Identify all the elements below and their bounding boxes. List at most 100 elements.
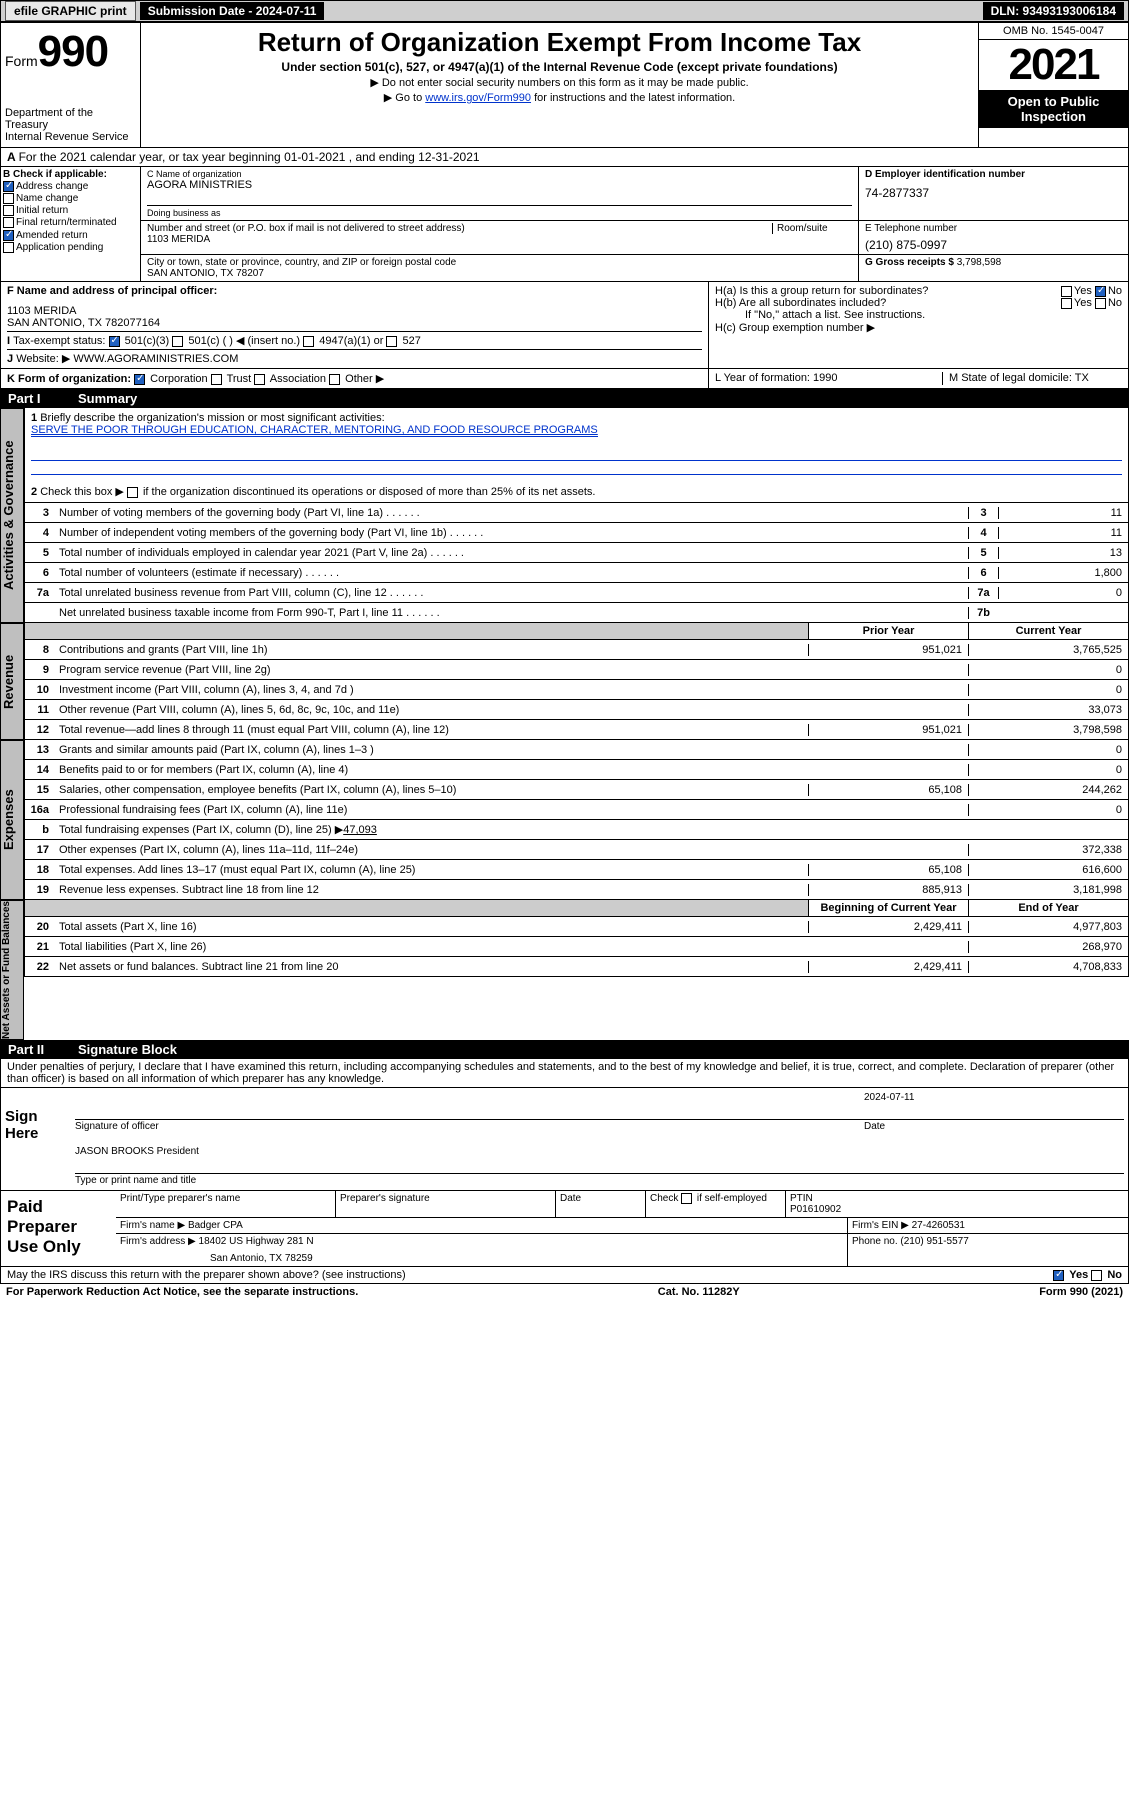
- cb-other[interactable]: [329, 374, 340, 385]
- firm-addr-label: Firm's address ▶: [120, 1236, 196, 1247]
- row-a-tax-year: A For the 2021 calendar year, or tax yea…: [0, 148, 1129, 167]
- gross-value: 3,798,598: [957, 257, 1002, 268]
- line-10: Investment income (Part VIII, column (A)…: [55, 682, 808, 698]
- e21: 268,970: [968, 941, 1128, 953]
- sig-date: 2024-07-11: [864, 1092, 1124, 1103]
- line-9: Program service revenue (Part VIII, line…: [55, 662, 808, 678]
- col-begin: Beginning of Current Year: [808, 900, 968, 916]
- box-b: B Check if applicable: Address change Na…: [1, 167, 141, 281]
- cb-ha-no[interactable]: [1095, 286, 1106, 297]
- dln: DLN: 93493193006184: [983, 2, 1124, 20]
- c9: 0: [968, 664, 1128, 676]
- cb-initial[interactable]: [3, 205, 14, 216]
- dept-irs: Internal Revenue Service: [5, 131, 136, 143]
- inspection-2: Inspection: [983, 109, 1124, 124]
- cb-501c[interactable]: [172, 336, 183, 347]
- col-end: End of Year: [968, 900, 1128, 916]
- form-subtitle: Under section 501(c), 527, or 4947(a)(1)…: [145, 60, 974, 74]
- self-emp-label: Check if self-employed: [646, 1191, 786, 1217]
- line-7b: Net unrelated business taxable income fr…: [55, 605, 968, 621]
- c18: 616,600: [968, 864, 1128, 876]
- phone-label: E Telephone number: [865, 223, 1122, 234]
- efile-button[interactable]: efile GRAPHIC print: [5, 1, 136, 21]
- p8: 951,021: [808, 644, 968, 656]
- cb-amended[interactable]: [3, 230, 14, 241]
- line-12: Total revenue—add lines 8 through 11 (mu…: [55, 722, 808, 738]
- paperwork-notice: For Paperwork Reduction Act Notice, see …: [6, 1286, 358, 1298]
- cb-hb-yes[interactable]: [1061, 298, 1072, 309]
- firm-addr1: 18402 US Highway 281 N: [199, 1236, 314, 1247]
- gross-label: G Gross receipts $: [865, 257, 954, 268]
- cb-527[interactable]: [386, 336, 397, 347]
- cb-may-yes[interactable]: [1053, 1270, 1064, 1281]
- line-17: Other expenses (Part IX, column (A), lin…: [55, 842, 808, 858]
- p18: 65,108: [808, 864, 968, 876]
- firm-ein: 27-4260531: [912, 1220, 965, 1231]
- cb-address-change[interactable]: [3, 181, 14, 192]
- cb-trust[interactable]: [211, 374, 222, 385]
- line-6: Total number of volunteers (estimate if …: [55, 565, 968, 581]
- street-value: 1103 MERIDA: [147, 234, 852, 245]
- mission-label: Briefly describe the organization's miss…: [40, 412, 384, 424]
- year-formation: L Year of formation: 1990: [715, 372, 942, 385]
- val-3: 11: [998, 507, 1128, 519]
- b22: 2,429,411: [808, 961, 968, 973]
- line-20: Total assets (Part X, line 16): [55, 919, 808, 935]
- state-domicile: M State of legal domicile: TX: [942, 372, 1122, 385]
- firm-addr2: San Antonio, TX 78259: [120, 1253, 843, 1264]
- line-7a: Total unrelated business revenue from Pa…: [55, 585, 968, 601]
- cb-final[interactable]: [3, 217, 14, 228]
- officer-addr2: SAN ANTONIO, TX 782077164: [7, 317, 702, 329]
- prep-phone-label: Phone no.: [852, 1236, 898, 1247]
- cb-4947[interactable]: [303, 336, 314, 347]
- c13: 0: [968, 744, 1128, 756]
- irs-link[interactable]: www.irs.gov/Form990: [425, 92, 531, 104]
- line-13: Grants and similar amounts paid (Part IX…: [55, 742, 808, 758]
- note-link: ▶ Go to www.irs.gov/Form990 for instruct…: [145, 91, 974, 104]
- ptin-value: P01610902: [790, 1204, 1124, 1215]
- note-ssn: ▶ Do not enter social security numbers o…: [145, 76, 974, 89]
- p19: 885,913: [808, 884, 968, 896]
- cat-no: Cat. No. 11282Y: [658, 1286, 740, 1298]
- form-number: 990: [38, 27, 108, 76]
- cb-pending[interactable]: [3, 242, 14, 253]
- cb-name-change[interactable]: [3, 193, 14, 204]
- cb-501c3[interactable]: [109, 336, 120, 347]
- cb-hb-no[interactable]: [1095, 298, 1106, 309]
- c11: 33,073: [968, 704, 1128, 716]
- cb-corp[interactable]: [134, 374, 145, 385]
- topbar: efile GRAPHIC print Submission Date - 20…: [0, 0, 1129, 22]
- sign-here-label: Sign Here: [1, 1088, 71, 1190]
- cb-self-employed[interactable]: [681, 1193, 692, 1204]
- hb-label: H(b) Are all subordinates included? Yes …: [715, 297, 1122, 309]
- line-22: Net assets or fund balances. Subtract li…: [55, 959, 808, 975]
- org-name-label: C Name of organization: [147, 169, 852, 179]
- c17: 372,338: [968, 844, 1128, 856]
- tab-activities: Activities & Governance: [0, 408, 24, 623]
- street-label: Number and street (or P.O. box if mail i…: [147, 223, 772, 234]
- ein-value: 74-2877337: [865, 186, 1122, 200]
- line-16b: Total fundraising expenses (Part IX, col…: [55, 821, 808, 838]
- cb-discontinued[interactable]: [127, 487, 138, 498]
- form-label: Form: [5, 53, 38, 69]
- cb-may-no[interactable]: [1091, 1270, 1102, 1281]
- city-value: SAN ANTONIO, TX 78207: [147, 268, 852, 279]
- col-prior: Prior Year: [808, 623, 968, 639]
- prep-name-label: Print/Type preparer's name: [116, 1191, 336, 1217]
- hc-label: H(c) Group exemption number ▶: [715, 321, 1122, 334]
- prep-date-label: Date: [556, 1191, 646, 1217]
- form-title: Return of Organization Exempt From Incom…: [145, 27, 974, 58]
- org-name: AGORA MINISTRIES: [147, 179, 852, 191]
- cb-assoc[interactable]: [254, 374, 265, 385]
- sig-officer-label: Signature of officer: [75, 1121, 864, 1132]
- website[interactable]: WWW.AGORAMINISTRIES.COM: [73, 353, 238, 365]
- val-6: 1,800: [998, 567, 1128, 579]
- mission-text: SERVE THE POOR THROUGH EDUCATION, CHARAC…: [31, 424, 598, 437]
- line-16a: Professional fundraising fees (Part IX, …: [55, 802, 808, 818]
- line-18: Total expenses. Add lines 13–17 (must eq…: [55, 862, 808, 878]
- officer-addr1: 1103 MERIDA: [7, 305, 702, 317]
- line-5: Total number of individuals employed in …: [55, 545, 968, 561]
- tax-year: 2021: [979, 40, 1128, 90]
- firm-name-label: Firm's name ▶: [120, 1220, 185, 1231]
- cb-ha-yes[interactable]: [1061, 286, 1072, 297]
